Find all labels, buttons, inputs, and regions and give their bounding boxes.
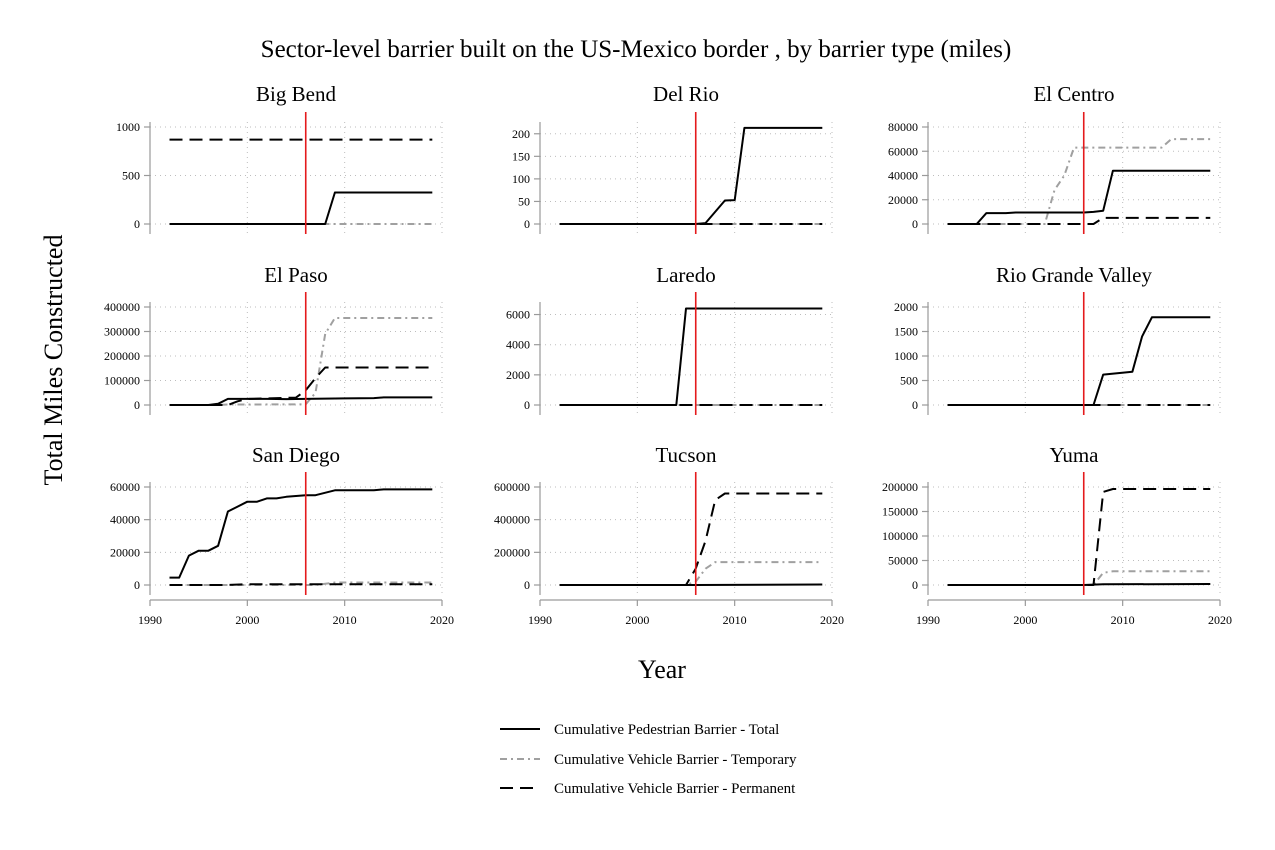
series-line-solid <box>559 307 823 406</box>
series-line-dashdot <box>559 561 823 586</box>
series-line-solid <box>169 488 433 579</box>
x-tick-label: 2000 <box>235 613 259 627</box>
y-tick-label: 100 <box>512 172 530 186</box>
y-tick-label: 0 <box>912 578 918 592</box>
y-tick-label: 1000 <box>116 120 140 134</box>
y-tick-label: 40000 <box>110 513 140 527</box>
x-tick-label: 2020 <box>430 613 454 627</box>
panel-del-rio: Del Rio 0 50 100 150 200 <box>512 82 833 234</box>
panel-yuma: Yuma 0 50000 100000 150000 200000 1990 2000 2010… <box>882 443 1232 627</box>
y-tick-label: 150 <box>512 149 530 163</box>
series-line-dashed <box>169 366 433 406</box>
y-tick-label: 200000 <box>494 545 530 559</box>
panel-title: Del Rio <box>653 82 719 106</box>
y-tick-label: 400000 <box>494 513 530 527</box>
y-tick-label: 0 <box>134 578 140 592</box>
series-line-solid <box>947 316 1211 406</box>
y-tick-label: 200 <box>512 127 530 141</box>
x-tick-label: 2020 <box>1208 613 1232 627</box>
y-tick-label: 100000 <box>882 529 918 543</box>
series-line-solid <box>169 396 433 406</box>
y-tick-label: 0 <box>134 398 140 412</box>
y-tick-label: 4000 <box>506 338 530 352</box>
panel-san-diego: San Diego 0 20000 40000 60000 1990 2000 2010 202… <box>110 443 454 627</box>
y-tick-label: 600000 <box>494 480 530 494</box>
series-line-solid <box>559 126 823 225</box>
series-line-solid <box>947 583 1211 586</box>
y-tick-label: 60000 <box>888 144 918 158</box>
y-tick-label: 200000 <box>882 480 918 494</box>
y-tick-label: 0 <box>524 217 530 231</box>
series-line-solid <box>559 583 823 586</box>
y-tick-label: 0 <box>134 217 140 231</box>
y-tick-label: 0 <box>912 217 918 231</box>
x-tick-label: 1990 <box>138 613 162 627</box>
y-tick-label: 0 <box>524 578 530 592</box>
panel-laredo: Laredo 0 2000 4000 6000 <box>506 263 833 415</box>
x-tick-label: 2010 <box>333 613 357 627</box>
y-tick-label: 200000 <box>104 349 140 363</box>
chart-title: Sector-level barrier built on the US-Mex… <box>261 36 1012 63</box>
series-line-dashed <box>947 488 1211 586</box>
legend-label: Cumulative Vehicle Barrier - Permanent <box>554 781 796 797</box>
panel-title: Laredo <box>656 263 715 287</box>
chart-legend: Cumulative Pedestrian Barrier - Total Cum… <box>500 722 797 797</box>
x-tick-label: 1990 <box>916 613 940 627</box>
x-tick-label: 2010 <box>1111 613 1135 627</box>
y-axis-title: Total Miles Constructed <box>39 235 68 486</box>
y-tick-label: 6000 <box>506 308 530 322</box>
series-line-dashdot <box>947 138 1211 225</box>
y-tick-label: 100000 <box>104 374 140 388</box>
y-tick-label: 60000 <box>110 480 140 494</box>
series-line-solid <box>947 169 1211 225</box>
y-tick-label: 50 <box>518 194 530 208</box>
y-tick-label: 2000 <box>506 368 530 382</box>
panel-big-bend: Big Bend 0 500 1000 <box>116 82 443 234</box>
y-tick-label: 150000 <box>882 505 918 519</box>
series-line-solid <box>169 191 433 225</box>
panel-title: Tucson <box>655 443 717 467</box>
panel-title: El Centro <box>1033 82 1114 106</box>
y-tick-label: 400000 <box>104 300 140 314</box>
y-tick-label: 40000 <box>888 169 918 183</box>
x-tick-label: 1990 <box>528 613 552 627</box>
series-line-dashed <box>559 492 823 586</box>
y-tick-label: 1000 <box>894 349 918 363</box>
y-tick-label: 500 <box>900 374 918 388</box>
legend-label: Cumulative Vehicle Barrier - Temporary <box>554 752 797 768</box>
y-tick-label: 80000 <box>888 120 918 134</box>
x-tick-label: 2020 <box>820 613 844 627</box>
y-tick-label: 500 <box>122 169 140 183</box>
y-tick-label: 300000 <box>104 325 140 339</box>
x-tick-label: 2000 <box>1013 613 1037 627</box>
y-tick-label: 50000 <box>888 554 918 568</box>
y-tick-label: 0 <box>524 398 530 412</box>
series-line-dashed <box>947 216 1211 225</box>
panel-el-paso: El Paso 0 100000 200000 300000 400000 <box>104 263 443 415</box>
panel-title: San Diego <box>252 443 340 467</box>
x-tick-label: 2010 <box>723 613 747 627</box>
panel-el-centro: El Centro 0 20000 40000 60000 80000 <box>888 82 1221 234</box>
panel-title: Big Bend <box>256 82 336 106</box>
x-axis-title: Year <box>638 655 686 684</box>
series-line-dashdot <box>947 570 1211 586</box>
y-tick-label: 20000 <box>888 193 918 207</box>
y-tick-label: 20000 <box>110 545 140 559</box>
chart-panels: Big Bend 0 500 1000 Del Rio 0 50 100 150 200 El Ce… <box>104 82 1232 627</box>
series-line-dashed <box>169 583 433 586</box>
y-tick-label: 2000 <box>894 300 918 314</box>
panel-title: El Paso <box>264 263 328 287</box>
panel-tucson: Tucson 0 200000 400000 600000 1990 2000 2010 202… <box>494 443 844 627</box>
panel-rio-grande-valley: Rio Grande Valley 0 500 1000 1500 2000 <box>894 263 1221 415</box>
y-tick-label: 0 <box>912 398 918 412</box>
x-tick-label: 2000 <box>625 613 649 627</box>
panel-title: Yuma <box>1050 443 1100 467</box>
y-tick-label: 1500 <box>894 325 918 339</box>
legend-label: Cumulative Pedestrian Barrier - Total <box>554 722 779 738</box>
panel-title: Rio Grande Valley <box>996 263 1152 287</box>
